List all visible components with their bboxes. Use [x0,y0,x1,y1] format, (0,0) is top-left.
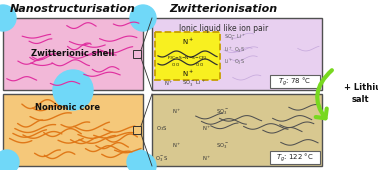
Text: $\mathsf{Li^+\ O_3S}$: $\mathsf{Li^+\ O_3S}$ [224,57,245,67]
Text: $\mathsf{N^+}$: $\mathsf{N^+}$ [172,108,182,116]
Circle shape [0,150,19,170]
Text: $\mathsf{N^+}$: $\mathsf{N^+}$ [181,69,194,79]
Bar [155,32,220,80]
Text: $\mathsf{F_3C{-}S{-}N{-}S{-}CF_3}$: $\mathsf{F_3C{-}S{-}N{-}S{-}CF_3}$ [167,54,208,62]
Bar [3,18,143,90]
Bar [133,50,141,58]
Circle shape [130,5,156,31]
Text: Nonionic core: Nonionic core [36,104,101,113]
Text: Ionic liquid like ion pair: Ionic liquid like ion pair [179,24,268,33]
Text: $\mathsf{SO_3^-}$: $\mathsf{SO_3^-}$ [215,107,228,117]
Text: $\mathsf{N^+}$: $\mathsf{N^+}$ [172,142,182,150]
Text: $\mathsf{SO_3^-\ Li^+}$: $\mathsf{SO_3^-\ Li^+}$ [182,79,206,89]
FancyArrowPatch shape [316,70,332,118]
Text: $\mathsf{O\ O}$: $\mathsf{O\ O}$ [171,61,180,67]
Text: $\mathsf{O\ O}$: $\mathsf{O\ O}$ [195,61,204,67]
Bar [3,94,143,166]
Text: Nanostructurisation: Nanostructurisation [10,4,136,14]
Circle shape [53,70,93,110]
Text: $\mathsf{N^+}$: $\mathsf{N^+}$ [181,37,194,47]
Text: Zwitterionisation: Zwitterionisation [169,4,277,14]
Bar [152,94,322,166]
Text: $\mathsf{N^+}$: $\mathsf{N^+}$ [202,125,212,133]
Bar [133,126,141,134]
Circle shape [127,150,151,170]
Text: $\mathsf{O_3S}$: $\mathsf{O_3S}$ [156,125,168,133]
Circle shape [0,153,16,170]
Text: salt: salt [352,96,370,105]
Text: $\mathsf{Li^+\ O_3S}$: $\mathsf{Li^+\ O_3S}$ [224,45,245,55]
Text: $\mathit{T}_\mathit{g}$: 122 °C: $\mathit{T}_\mathit{g}$: 122 °C [276,151,314,164]
Bar [270,151,320,164]
Text: $\mathsf{SO_3^-}$: $\mathsf{SO_3^-}$ [215,141,228,151]
Text: $\mathsf{SO_3^-\ Li^+}$: $\mathsf{SO_3^-\ Li^+}$ [224,33,246,43]
Circle shape [0,5,16,31]
Bar [152,18,322,90]
Circle shape [130,153,156,170]
Text: Zwitterionic shell: Zwitterionic shell [31,49,115,58]
Text: $\mathit{T}_\mathit{g}$: 78 °C: $\mathit{T}_\mathit{g}$: 78 °C [278,75,311,88]
Text: $\mathsf{N^+}$: $\mathsf{N^+}$ [164,80,174,88]
Text: $\mathsf{N^+}$: $\mathsf{N^+}$ [202,155,212,163]
Bar [270,75,320,88]
Text: $\mathsf{O_3^-S}$: $\mathsf{O_3^-S}$ [155,154,169,164]
Text: + Lithium: + Lithium [344,82,378,91]
